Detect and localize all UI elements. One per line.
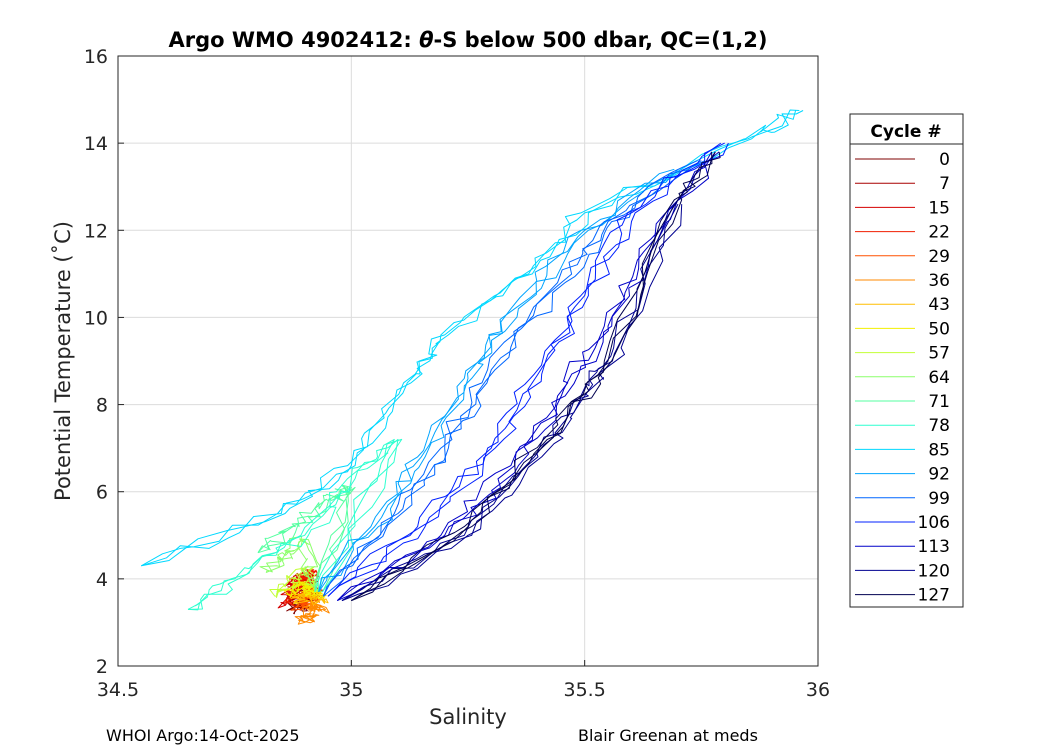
legend-entries: 0 7 15 22 29 36 43 50 57 64 71 78 85 92 99 106 113 120 127 — [855, 150, 950, 606]
series-line-106 — [327, 142, 729, 597]
series-line-78 — [187, 438, 395, 611]
y-axis-label: Potential Temperature (˚C) — [51, 221, 75, 501]
series-line-127 — [351, 151, 721, 602]
legend-label-7: 7 — [939, 174, 950, 194]
footer-left: WHOI Argo:14-Oct-2025 — [106, 726, 300, 745]
series-line-92 — [318, 168, 675, 593]
legend-label-29: 29 — [928, 247, 950, 267]
x-tick-label: 36 — [806, 679, 830, 701]
y-tick-label: 8 — [96, 395, 108, 417]
plot-frame — [117, 55, 819, 667]
series-layer — [141, 109, 804, 625]
legend-label-36: 36 — [928, 271, 950, 291]
legend-label-22: 22 — [928, 223, 950, 243]
footer-right: Blair Greenan at meds — [578, 726, 758, 745]
series-line-22 — [284, 569, 316, 604]
y-tick-label: 12 — [84, 220, 108, 242]
series-line-43 — [293, 587, 329, 605]
legend-label-71: 71 — [928, 392, 950, 412]
series-line-64 — [265, 538, 323, 593]
series-line-50 — [283, 581, 325, 599]
series-line-78 — [187, 438, 403, 610]
legend-label-0: 0 — [939, 150, 950, 170]
legend-label-57: 57 — [928, 344, 950, 364]
series-line-71 — [257, 485, 356, 593]
legend-label-113: 113 — [918, 537, 950, 557]
series-line-127 — [351, 151, 716, 602]
x-tick-label: 35.5 — [564, 679, 606, 701]
y-tick-label: 16 — [84, 46, 108, 68]
y-tick-label: 14 — [84, 133, 108, 155]
legend: Cycle # 0 7 15 22 29 36 43 50 57 64 71 78 85 92 99 106 1… — [849, 113, 964, 608]
axis-ticks: 34.5 35 35.5 36 2 4 6 8 10 12 14 16 — [84, 46, 830, 701]
y-tick-label: 2 — [96, 656, 108, 678]
legend-label-43: 43 — [928, 295, 950, 315]
series-line-113 — [336, 151, 713, 601]
y-tick-label: 10 — [84, 307, 108, 329]
chart-title: Argo WMO 4902412: θ-S below 500 dbar, QC… — [168, 28, 767, 52]
x-tick-label: 35 — [339, 679, 363, 701]
series-line-71 — [257, 484, 352, 592]
legend-box — [849, 113, 964, 608]
legend-label-127: 127 — [918, 586, 950, 606]
legend-label-99: 99 — [928, 489, 950, 509]
legend-label-64: 64 — [928, 368, 950, 388]
legend-label-15: 15 — [928, 198, 950, 218]
series-line-57 — [276, 566, 323, 598]
legend-label-92: 92 — [928, 465, 950, 485]
legend-label-120: 120 — [918, 561, 950, 581]
legend-label-85: 85 — [928, 440, 950, 460]
legend-label-78: 78 — [928, 416, 950, 436]
y-tick-label: 6 — [96, 482, 108, 504]
series-line-99 — [322, 160, 702, 597]
series-line-106 — [327, 142, 722, 597]
legend-label-50: 50 — [928, 319, 950, 339]
series-line-85 — [141, 109, 800, 567]
series-line-64 — [266, 539, 320, 593]
series-line-106 — [327, 142, 725, 597]
series-line-92 — [318, 168, 682, 593]
y-tick-label: 4 — [96, 569, 108, 591]
series-line-99 — [322, 160, 706, 597]
legend-label-106: 106 — [918, 513, 950, 533]
x-tick-label: 34.5 — [97, 679, 139, 701]
plot-area — [118, 56, 818, 666]
series-line-120 — [341, 203, 679, 602]
series-line-92 — [318, 168, 679, 592]
series-line-99 — [322, 160, 698, 597]
x-axis-label: Salinity — [429, 705, 507, 729]
series-line-57 — [269, 567, 320, 597]
legend-title: Cycle # — [870, 122, 941, 142]
